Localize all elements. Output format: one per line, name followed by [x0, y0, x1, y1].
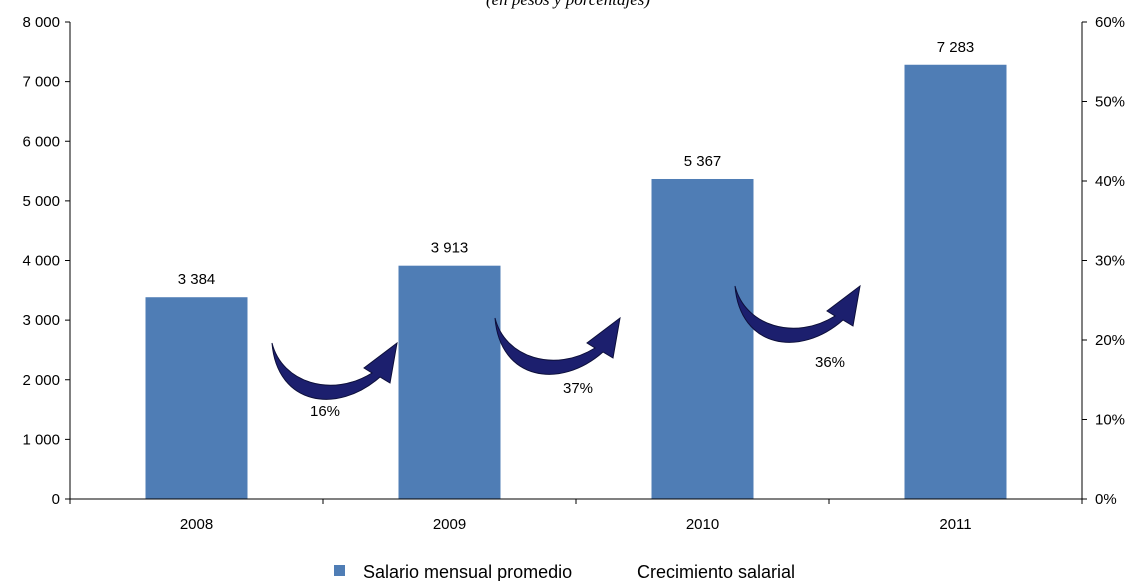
right-axis-tick-label: 40%	[1095, 173, 1125, 190]
x-axis-tick-label: 2009	[433, 516, 466, 533]
bar-data-label: 7 283	[937, 39, 975, 56]
growth-arrow-shape	[271, 342, 398, 400]
growth-arrow-icon	[271, 342, 398, 400]
right-axis-tick-label: 0%	[1095, 491, 1117, 508]
growth-arrow-shape	[494, 317, 621, 375]
left-axis-tick-label: 2 000	[22, 372, 60, 389]
left-axis-tick-label: 8 000	[22, 14, 60, 31]
legend-swatch	[334, 565, 345, 576]
bar	[904, 64, 1007, 499]
x-axis-tick-label: 2010	[686, 516, 719, 533]
growth-label: 37%	[563, 380, 593, 397]
bar-data-label: 3 384	[178, 271, 216, 288]
left-axis-tick-label: 0	[52, 491, 60, 508]
left-axis-tick-label: 7 000	[22, 74, 60, 91]
right-axis-tick-label: 20%	[1095, 332, 1125, 349]
left-axis-tick-label: 6 000	[22, 133, 60, 150]
left-axis-tick-label: 5 000	[22, 193, 60, 210]
growth-label: 36%	[815, 354, 845, 371]
left-axis-tick-label: 1 000	[22, 431, 60, 448]
right-axis-tick-label: 60%	[1095, 14, 1125, 31]
growth-arrow-icon	[734, 285, 861, 343]
growth-arrow-shape	[734, 285, 861, 343]
legend-label-crecimiento: Crecimiento salarial	[637, 562, 795, 581]
bar	[145, 297, 248, 499]
right-axis-tick-label: 30%	[1095, 253, 1125, 270]
bar-data-label: 5 367	[684, 153, 722, 170]
growth-label: 16%	[310, 403, 340, 420]
x-axis-tick-label: 2008	[180, 516, 213, 533]
chart-subtitle: (en pesos y porcentajes)	[486, 0, 650, 9]
x-axis-tick-label: 2011	[939, 516, 971, 533]
left-axis-tick-label: 4 000	[22, 253, 60, 270]
legend-label-salario: Salario mensual promedio	[363, 562, 572, 581]
bar	[651, 178, 754, 500]
left-axis-tick-label: 3 000	[22, 312, 60, 329]
bar	[398, 265, 501, 499]
growth-arrow-icon	[494, 317, 621, 375]
right-axis-tick-label: 10%	[1095, 412, 1125, 429]
bar-data-label: 3 913	[431, 240, 469, 257]
right-axis-tick-label: 50%	[1095, 94, 1125, 111]
